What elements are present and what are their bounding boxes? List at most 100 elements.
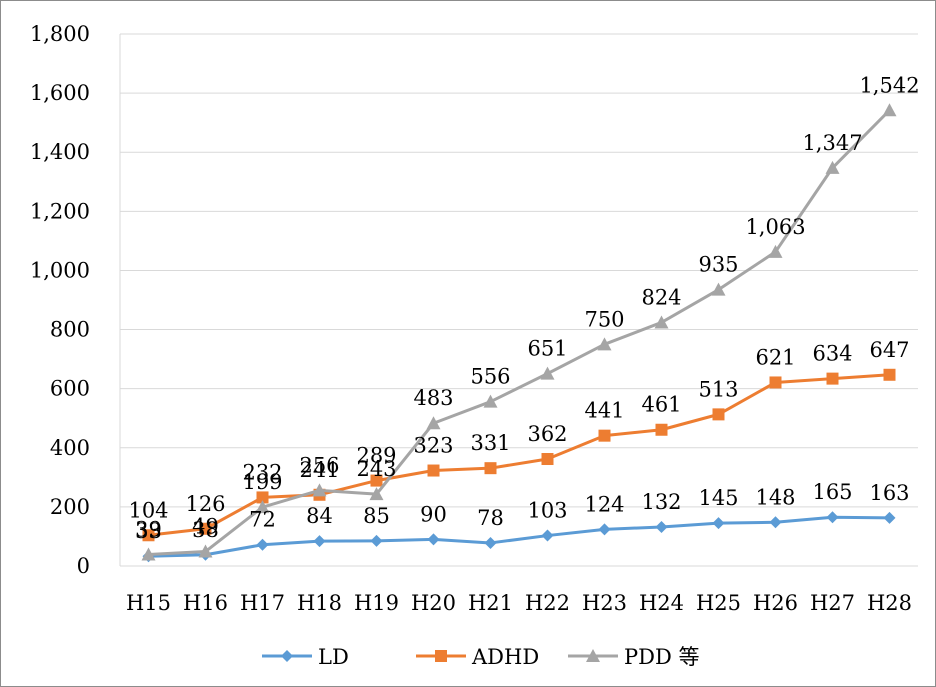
data-label: 165 <box>812 480 852 504</box>
y-tick-label: 1,200 <box>30 199 90 223</box>
data-label: 750 <box>584 307 624 331</box>
data-label: 483 <box>413 386 453 410</box>
data-point <box>199 522 212 535</box>
data-label: 323 <box>413 434 453 458</box>
x-tick-label: H24 <box>639 591 684 615</box>
y-tick-label: 600 <box>50 377 90 401</box>
data-label: 49 <box>192 515 219 539</box>
data-point <box>598 523 611 536</box>
x-tick-label: H20 <box>411 591 456 615</box>
data-label: 651 <box>527 337 567 361</box>
x-tick-label: H17 <box>240 591 285 615</box>
data-point <box>198 544 213 558</box>
series-layer <box>141 103 897 563</box>
data-label: 634 <box>812 342 852 366</box>
data-point <box>484 462 497 475</box>
data-label: 33 <box>135 519 162 543</box>
data-point <box>712 408 725 421</box>
y-tick-label: 1,600 <box>30 81 90 105</box>
legend-marker <box>281 650 293 662</box>
data-point <box>826 511 839 524</box>
data-point <box>883 368 896 381</box>
data-label: 461 <box>641 393 681 417</box>
data-label: 145 <box>698 486 738 510</box>
data-point <box>825 160 840 174</box>
data-point <box>711 282 726 296</box>
data-point <box>427 533 440 546</box>
x-tick-label: H28 <box>867 591 912 615</box>
data-point <box>655 520 668 533</box>
y-tick-label: 0 <box>77 554 90 578</box>
series-2 <box>141 103 897 561</box>
legend-item: ADHD <box>416 645 539 669</box>
legend-marker <box>435 650 447 662</box>
data-point <box>256 538 269 551</box>
y-tick-label: 1,800 <box>30 22 90 46</box>
data-label: 256 <box>299 453 339 477</box>
legend-label: ADHD <box>471 645 539 669</box>
data-label: 243 <box>356 457 396 481</box>
data-point <box>882 103 897 117</box>
data-point <box>312 483 327 497</box>
data-label: 441 <box>584 399 624 423</box>
gridlines <box>120 33 918 508</box>
data-label: 513 <box>698 377 738 401</box>
x-tick-label: H15 <box>126 591 171 615</box>
y-tick-label: 800 <box>50 318 90 342</box>
data-point <box>484 536 497 549</box>
x-tick-label: H18 <box>297 591 342 615</box>
data-point <box>369 487 384 501</box>
x-tick-label: H19 <box>354 591 399 615</box>
series-1 <box>142 368 896 542</box>
data-point <box>883 511 896 524</box>
data-label: 824 <box>641 285 681 309</box>
data-point <box>712 517 725 530</box>
data-label: 78 <box>477 506 504 530</box>
data-point <box>483 394 498 408</box>
x-tick-label: H22 <box>525 591 570 615</box>
data-label: 1,542 <box>859 73 919 97</box>
y-tick-label: 1,400 <box>30 140 90 164</box>
data-label: 104 <box>128 498 168 522</box>
x-tick-label: H23 <box>582 591 627 615</box>
data-point <box>541 529 554 542</box>
data-label: 1,347 <box>802 131 862 155</box>
legend: LD ADHD PDD 等 <box>262 645 699 669</box>
x-tick-label: H26 <box>753 591 798 615</box>
data-label: 84 <box>306 504 333 528</box>
legend-item: LD <box>262 645 349 669</box>
data-point <box>141 547 156 561</box>
legend-item: PDD 等 <box>568 645 699 669</box>
x-tick-label: H27 <box>810 591 855 615</box>
data-point <box>540 366 555 380</box>
series-line <box>148 373 890 537</box>
y-tick-label: 1,000 <box>30 258 90 282</box>
data-point <box>313 535 326 548</box>
data-point <box>427 464 440 477</box>
data-label: 199 <box>242 470 282 494</box>
legend-label: LD <box>318 645 349 669</box>
data-label: 90 <box>420 502 447 526</box>
data-point <box>826 372 839 385</box>
data-point <box>769 376 782 389</box>
data-point <box>654 315 669 329</box>
y-tick-label: 400 <box>50 436 90 460</box>
data-point <box>255 500 270 514</box>
data-label: 103 <box>527 499 567 523</box>
data-label: 1,063 <box>745 215 805 239</box>
data-label: 935 <box>698 253 738 277</box>
data-labels: 33 38 72 84 85 90 78 103 124 132 145 148 165 163 104 12… <box>128 73 919 543</box>
data-point <box>769 516 782 529</box>
x-tick-label: H16 <box>183 591 228 615</box>
data-label: 289 <box>356 444 396 468</box>
data-point <box>655 423 668 436</box>
x-tick-label: H25 <box>696 591 741 615</box>
data-label: 39 <box>135 517 162 541</box>
data-point <box>598 429 611 442</box>
data-point <box>541 453 554 466</box>
data-label: 72 <box>249 508 276 532</box>
data-label: 232 <box>242 460 282 484</box>
x-axis: H15 H16 H17 H18 H19 H20 H21 H22 H23 H24 H25 H26 H27 H… <box>120 565 918 615</box>
